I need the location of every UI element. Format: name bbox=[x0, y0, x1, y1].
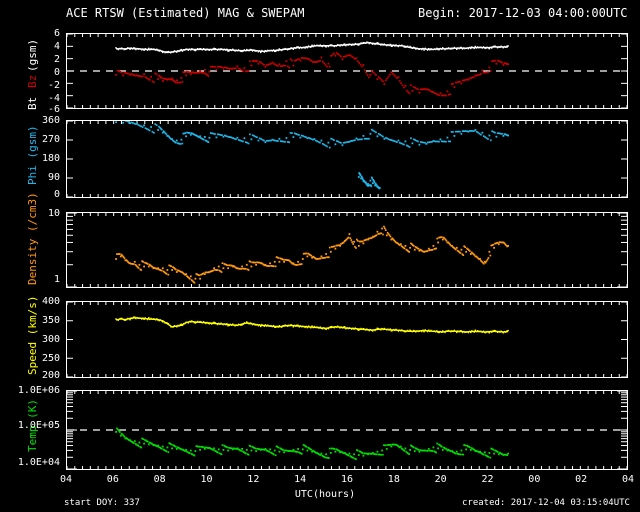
panel-1-yticks: 6 4 2 0 -2 -4 -6 bbox=[32, 28, 62, 115]
x-tick-22: 22 bbox=[481, 474, 494, 485]
panel-2-ytick-1: 270 bbox=[41, 134, 60, 145]
x-tick-10: 10 bbox=[200, 474, 213, 485]
x-tick-12: 12 bbox=[247, 474, 260, 485]
panel-1-ytick-6: -6 bbox=[47, 104, 60, 115]
series-bt bbox=[115, 41, 509, 54]
panel-3-ytick-0: 10 bbox=[47, 208, 60, 219]
x-axis-tick-labels: 04 06 08 10 12 14 16 18 20 22 00 02 04 bbox=[0, 474, 640, 488]
panel-1-ytick-1: 4 bbox=[53, 41, 60, 52]
x-tick-04: 04 bbox=[59, 474, 73, 485]
panel-4-yticks: 400 350 300 250 200 bbox=[26, 296, 62, 381]
panel-4-ytick-2: 300 bbox=[41, 334, 60, 345]
created-timestamp: created: 2017-12-04 03:15:04UTC bbox=[462, 498, 630, 508]
panel-bt-bz bbox=[66, 33, 628, 109]
series-phi-wrap bbox=[357, 172, 381, 190]
series-bz bbox=[115, 52, 509, 97]
page-title: ACE RTSW (Estimated) MAG & SWEPAM bbox=[66, 6, 305, 20]
panel-4-ytick-3: 250 bbox=[41, 353, 60, 364]
panel-5-ytick-1: 1.0E+05 bbox=[17, 420, 60, 431]
x-tick-18: 18 bbox=[387, 474, 400, 485]
x-tick-14: 14 bbox=[294, 474, 307, 485]
panel-phi bbox=[66, 120, 628, 198]
x-tick-06: 06 bbox=[106, 474, 119, 485]
panel-2-ytick-4: 0 bbox=[53, 189, 60, 200]
x-tick-04: 04 bbox=[621, 474, 635, 485]
series-temp bbox=[115, 427, 509, 460]
panel-5-ytick-2: 1.0E+04 bbox=[17, 457, 60, 468]
panel-2-yticks: 360 270 180 90 0 bbox=[32, 115, 62, 200]
panel-5-yticks: 1.0E+06 1.0E+05 1.0E+04 bbox=[6, 385, 62, 471]
series-density bbox=[115, 225, 509, 284]
panel-3-plot-area bbox=[67, 213, 627, 287]
panel-1-plot-area bbox=[67, 34, 627, 108]
panel-5-ytick-0: 1.0E+06 bbox=[17, 385, 60, 396]
panel-4-plot-area bbox=[67, 302, 627, 377]
panel-3-ytick-1: 1 bbox=[53, 274, 60, 285]
panel-1-ytick-3: 0 bbox=[53, 67, 60, 78]
x-tick-20: 20 bbox=[434, 474, 447, 485]
panel-1-ytick-4: -2 bbox=[47, 80, 60, 91]
panel-speed bbox=[66, 301, 628, 378]
panel-1-ytick-2: 2 bbox=[53, 54, 60, 65]
begin-timestamp: Begin: 2017-12-03 04:00:00UTC bbox=[418, 6, 628, 20]
series-phi bbox=[115, 121, 509, 149]
panel-temp bbox=[66, 390, 628, 470]
panel-5-plot-area bbox=[67, 391, 627, 469]
panel-4-ytick-0: 400 bbox=[41, 296, 60, 307]
panel-density bbox=[66, 212, 628, 288]
panel-4-ytick-1: 350 bbox=[41, 315, 60, 326]
panel-2-ytick-3: 90 bbox=[47, 172, 60, 183]
x-tick-02: 02 bbox=[575, 474, 588, 485]
panel-4-ytick-4: 200 bbox=[41, 370, 60, 381]
x-tick-00: 00 bbox=[528, 474, 541, 485]
series-speed bbox=[115, 316, 509, 334]
panel-1-ytick-5: -4 bbox=[47, 93, 60, 104]
x-tick-16: 16 bbox=[340, 474, 354, 485]
panel-2-plot-area bbox=[67, 121, 627, 197]
panel-3-yticks: 10 1 bbox=[32, 208, 62, 290]
panel-2-ytick-0: 360 bbox=[41, 115, 60, 126]
start-doy-label: start DOY: 337 bbox=[64, 498, 140, 508]
x-axis-label: UTC(hours) bbox=[294, 489, 356, 500]
panel-1-ytick-0: 6 bbox=[53, 28, 60, 39]
x-tick-08: 08 bbox=[153, 474, 166, 485]
panel-2-ytick-2: 180 bbox=[41, 153, 60, 164]
panel-1-ylabel-group: Bt Bz (gsm) bbox=[10, 30, 39, 110]
